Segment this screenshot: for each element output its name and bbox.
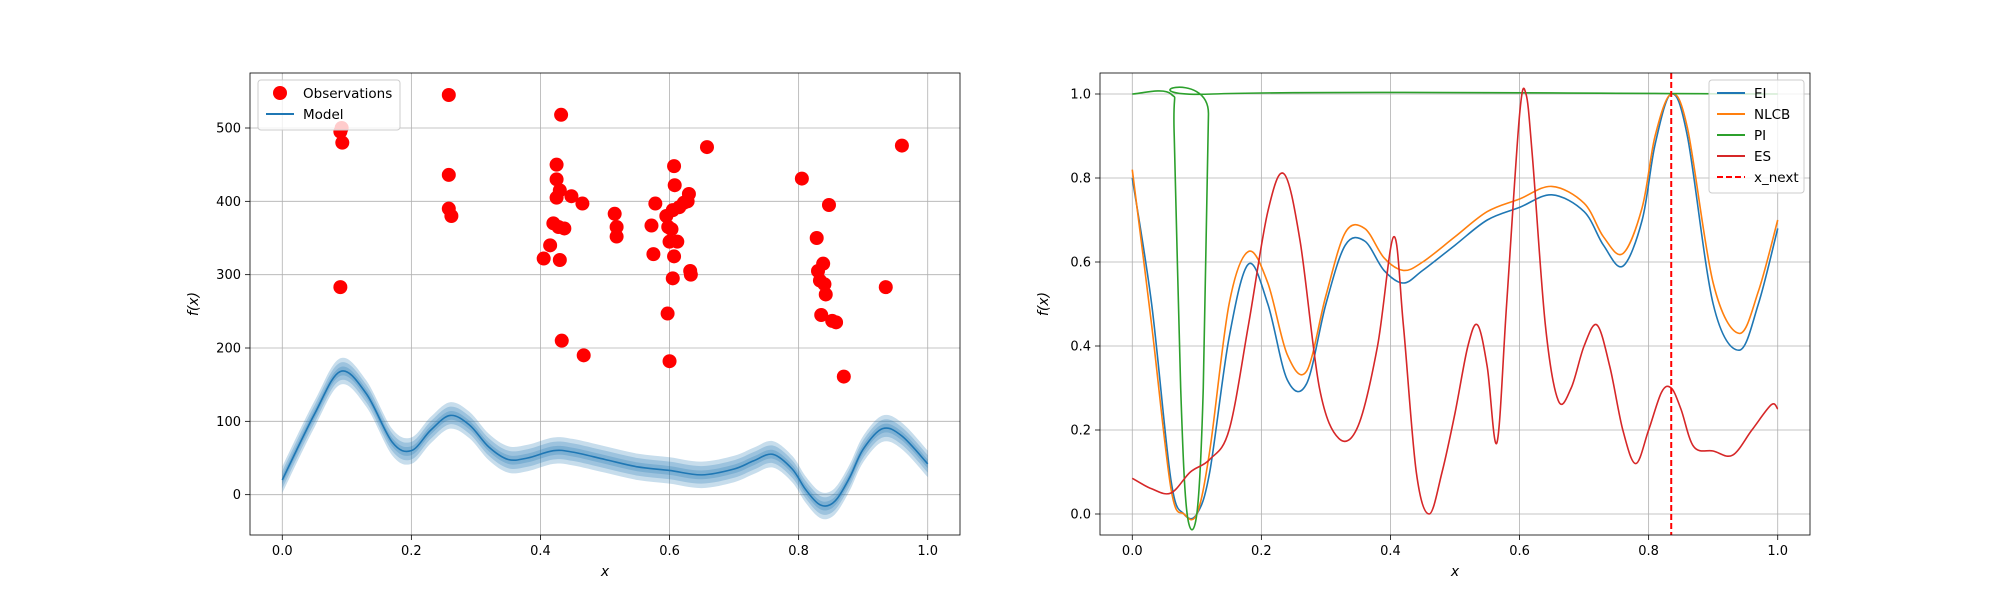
y-tick-label: 0.6 xyxy=(1070,256,1091,271)
observation-point xyxy=(681,187,696,201)
observation-point xyxy=(564,189,579,204)
legend-label: NLCB xyxy=(1754,107,1790,123)
legend: EI NLCB PI ES x_next xyxy=(1708,79,1805,194)
observation-point xyxy=(552,183,567,198)
observation-point xyxy=(878,280,893,295)
y-axis-label: f(x) xyxy=(186,292,202,316)
legend-label: Observations xyxy=(303,86,392,102)
observation-point xyxy=(441,88,456,102)
observation-point xyxy=(664,222,679,237)
y-tick-label: 200 xyxy=(216,342,241,357)
observation-point xyxy=(816,256,831,271)
observation-point xyxy=(667,249,682,264)
y-tick-label: 100 xyxy=(216,415,241,430)
y-tick-label: 300 xyxy=(216,268,241,283)
observation-point xyxy=(794,171,809,186)
observation-point xyxy=(817,277,832,292)
observation-point xyxy=(809,231,824,245)
legend-label: EI xyxy=(1754,86,1767,102)
observation-point xyxy=(576,348,591,363)
y-tick-label: 0.2 xyxy=(1070,424,1091,439)
legend-label: ES xyxy=(1754,149,1771,165)
x-tick-label: 0.8 xyxy=(788,544,809,559)
axes-frame xyxy=(249,72,961,536)
y-tick-label: 400 xyxy=(216,195,241,210)
x-tick-label: 1.0 xyxy=(917,544,938,559)
plot-area xyxy=(281,88,929,520)
observation-point xyxy=(536,251,551,266)
observation-point xyxy=(821,198,836,212)
y-tick-label: 1.0 xyxy=(1070,88,1091,103)
panel-2: 0.0 0.2 0.4 0.6 0.8 1.0 0.0 0.2 0.4 0.6 0.8 1.0 x f(x… xyxy=(1036,72,1811,580)
x-tick-label: 0.8 xyxy=(1638,544,1659,559)
axes-frame xyxy=(1099,72,1811,536)
series-line-model xyxy=(281,370,929,507)
observation-point xyxy=(646,247,661,262)
observation-point xyxy=(543,238,558,253)
grid xyxy=(1100,73,1810,535)
model-confidence-band xyxy=(282,357,928,520)
observation-point xyxy=(662,354,677,369)
observation-point xyxy=(818,287,833,302)
observation-point xyxy=(660,306,675,321)
x-tick-label: 0.0 xyxy=(272,544,293,559)
observation-point xyxy=(665,271,680,286)
legend-box xyxy=(257,79,401,131)
model-confidence-band xyxy=(282,362,928,515)
series-line-pi xyxy=(1132,86,1778,531)
observation-point xyxy=(667,178,682,193)
legend-box xyxy=(1708,79,1805,194)
series-line-es xyxy=(1131,87,1779,515)
observation-point xyxy=(683,267,698,282)
observation-point xyxy=(335,135,350,150)
observation-point xyxy=(894,138,909,153)
observation-point xyxy=(441,167,456,182)
y-tick-label: 0.8 xyxy=(1070,172,1091,187)
legend-label: x_next xyxy=(1754,170,1799,186)
panel-1: 0.0 0.2 0.4 0.6 0.8 1.0 0 100 200 300 400 500 x f(x) O… xyxy=(186,72,961,580)
x-tick-label: 0.4 xyxy=(530,544,551,559)
plot-area xyxy=(1131,73,1779,535)
observation-point xyxy=(829,315,844,330)
observation-point xyxy=(814,308,829,322)
observation-point xyxy=(333,280,348,295)
observation-point xyxy=(554,333,569,348)
y-tick-label: 0.0 xyxy=(1070,508,1091,523)
x-axis-label: x xyxy=(600,564,610,580)
x-axis-label: x xyxy=(1450,564,1460,580)
observation-point xyxy=(644,218,659,233)
observation-point xyxy=(575,196,590,211)
observation-point xyxy=(557,221,572,236)
observation-point xyxy=(444,209,459,223)
observation-point xyxy=(609,229,624,244)
observation-point xyxy=(552,253,567,267)
x-tick-label: 1.0 xyxy=(1767,544,1788,559)
series-line-nlcb xyxy=(1131,92,1779,521)
legend-label: PI xyxy=(1754,128,1766,144)
observation-point xyxy=(607,206,622,221)
x-tick-label: 0.6 xyxy=(659,544,680,559)
y-tick-label: 0.4 xyxy=(1070,340,1091,355)
x-tick-label: 0.0 xyxy=(1122,544,1143,559)
model-confidence-band xyxy=(282,366,928,511)
observation-point xyxy=(554,107,569,122)
x-tick-label: 0.6 xyxy=(1509,544,1530,559)
observation-point xyxy=(549,157,564,172)
observation-point xyxy=(836,369,851,384)
observation-point xyxy=(670,234,685,249)
y-axis-label: f(x) xyxy=(1036,292,1052,316)
observation-point xyxy=(648,196,663,211)
legend: Observations Model xyxy=(257,79,401,131)
y-tick-label: 500 xyxy=(216,122,241,137)
observation-point xyxy=(699,140,714,155)
x-tick-label: 0.2 xyxy=(1251,544,1272,559)
observation-point xyxy=(549,172,564,187)
legend-swatch-observations xyxy=(273,86,287,100)
y-tick-label: 0 xyxy=(233,488,241,503)
observation-point xyxy=(667,159,682,174)
x-tick-label: 0.4 xyxy=(1380,544,1401,559)
legend-label: Model xyxy=(303,107,344,123)
x-tick-label: 0.2 xyxy=(401,544,422,559)
